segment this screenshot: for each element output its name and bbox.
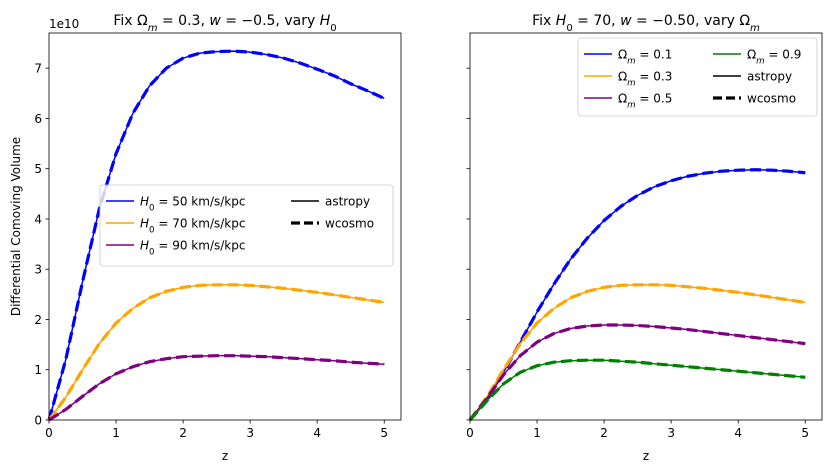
legend-item: H0 = 50 km/s/kpc	[106, 195, 245, 214]
y-offset-label: 1e10	[49, 17, 79, 31]
legend-label: H0 = 50 km/s/kpc	[140, 195, 245, 214]
legend-box	[577, 37, 818, 117]
series-line-astropy-3	[48, 354, 385, 421]
x-tick-label: 5	[380, 426, 388, 440]
legend-item: H0 = 90 km/s/kpc	[106, 239, 245, 258]
axes-frame	[469, 32, 823, 421]
legend-label: H0 = 70 km/s/kpc	[140, 217, 245, 236]
y-tick-label: 5	[34, 162, 42, 176]
x-tick-label: 2	[600, 426, 608, 440]
legend-item: Ωm = 0.1	[584, 48, 672, 67]
chart-title: Fix H0 = 70, w = −0.50, vary Ωm	[532, 13, 760, 34]
x-axis-label: z	[643, 449, 649, 463]
chart-panel-2: 0 1 2 3 4 5 z Fix H0 = 70, w = −0.50, vary Ωm Ωm…	[466, 13, 823, 463]
legend-item: wcosmo	[291, 217, 374, 231]
legend-label: H0 = 90 km/s/kpc	[140, 239, 245, 258]
x-tick-label: 1	[112, 426, 120, 440]
y-tick-label: 0	[34, 414, 42, 428]
x-tick-label: 3	[246, 426, 254, 440]
legend-box	[99, 184, 394, 267]
y-axis-label: Differential Comoving Volume	[9, 137, 23, 316]
y-tick-label: 6	[34, 112, 42, 126]
x-tick-label: 4	[734, 426, 742, 440]
x-tick-label: 1	[533, 426, 541, 440]
series-line-wcosmo-3	[468, 323, 806, 421]
legend-label: Ωm = 0.9	[747, 48, 801, 67]
y-tick-label: 2	[34, 313, 42, 327]
y-tick-label: 7	[34, 62, 42, 76]
legend-item: H0 = 70 km/s/kpc	[106, 217, 245, 236]
x-tick-label: 4	[313, 426, 321, 440]
series-line-wcosmo-4	[468, 358, 806, 422]
y-tick-label: 3	[34, 263, 42, 277]
x-tick-label: 0	[45, 426, 53, 440]
legend-label: astropy	[325, 195, 370, 209]
legend-item: wcosmo	[713, 92, 796, 106]
x-tick-label: 0	[466, 426, 474, 440]
legend-item: Ωm = 0.9	[713, 48, 801, 67]
chart-title: Fix Ωm = 0.3, w = −0.5, vary H0	[113, 13, 336, 34]
legend-item: Ωm = 0.3	[584, 70, 672, 89]
series-line-astropy-4	[469, 359, 806, 421]
y-tick-label: 1	[34, 363, 42, 377]
series-line-wcosmo-1	[468, 168, 806, 422]
x-axis-label: z	[222, 449, 228, 463]
x-tick-label: 3	[667, 426, 675, 440]
legend-item: astropy	[291, 195, 370, 209]
legend-label: wcosmo	[747, 92, 796, 106]
x-tick-label: 2	[179, 426, 187, 440]
legend-label: wcosmo	[325, 217, 374, 231]
axes-frame	[48, 32, 402, 421]
legend-label: astropy	[747, 70, 792, 84]
y-tick-label: 4	[34, 212, 42, 226]
legend-label: Ωm = 0.3	[618, 70, 672, 89]
series-line-wcosmo-3	[48, 354, 385, 422]
legend-label: Ωm = 0.1	[618, 48, 672, 67]
series-line-astropy-2	[48, 284, 385, 421]
series-line-wcosmo-2	[468, 283, 806, 421]
legend-item: Ωm = 0.5	[584, 92, 672, 111]
chart-panel-1: 0 1 2 3 4 5 0 1 2 3 4 5 6 7 z Differential Comoving Vol…	[9, 13, 402, 463]
legend-label: Ωm = 0.5	[618, 92, 672, 111]
legend: Ωm = 0.1 Ωm = 0.3 Ωm = 0.5 Ωm = 0.9 astropy w…	[577, 37, 818, 117]
x-tick-label: 5	[801, 426, 809, 440]
series-line-wcosmo-2	[47, 283, 385, 421]
series-line-astropy-2	[469, 284, 806, 421]
legend: H0 = 50 km/s/kpc H0 = 70 km/s/kpc H0 = 90 …	[99, 184, 394, 267]
legend-item: astropy	[713, 70, 792, 84]
